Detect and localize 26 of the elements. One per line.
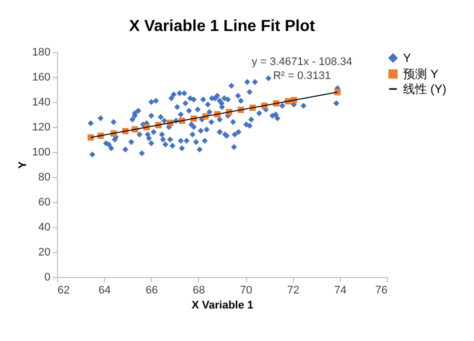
annotation: y = 3.4671x - 108.34	[252, 56, 352, 68]
x-tick-label: 68	[192, 284, 206, 296]
y-tick-label: 60	[38, 196, 50, 208]
x-tick-label: 76	[375, 284, 388, 296]
y-axis-title: Y	[17, 160, 30, 169]
y-tick-label: 0	[44, 272, 50, 284]
y-tick-label: 20	[38, 246, 50, 258]
x-tick-label: 64	[98, 284, 111, 296]
x-tick-label: 62	[58, 284, 70, 296]
y-tick-label: 80	[38, 172, 50, 184]
x-tick-label: 72	[287, 284, 300, 296]
y-tick-label: 120	[32, 122, 50, 134]
legend-label: Y	[403, 51, 412, 65]
legend-label: 预测 Y	[403, 67, 438, 81]
x-axis-title: X Variable 1	[192, 300, 254, 312]
annotation: R² = 0.3131	[273, 70, 331, 82]
chart-title: X Variable 1 Line Fit Plot	[129, 18, 316, 35]
x-tick-label: 74	[334, 284, 346, 296]
x-tick-label: 70	[240, 284, 252, 296]
y-tick-label: 100	[32, 146, 50, 158]
y-tick-label: 140	[32, 96, 50, 108]
y-tick-label: 160	[32, 72, 50, 84]
legend-label: 线性 (Y)	[403, 82, 446, 96]
y-tick-label: 40	[38, 222, 50, 234]
x-tick-label: 66	[146, 284, 158, 296]
y-tick-label: 180	[32, 46, 50, 58]
